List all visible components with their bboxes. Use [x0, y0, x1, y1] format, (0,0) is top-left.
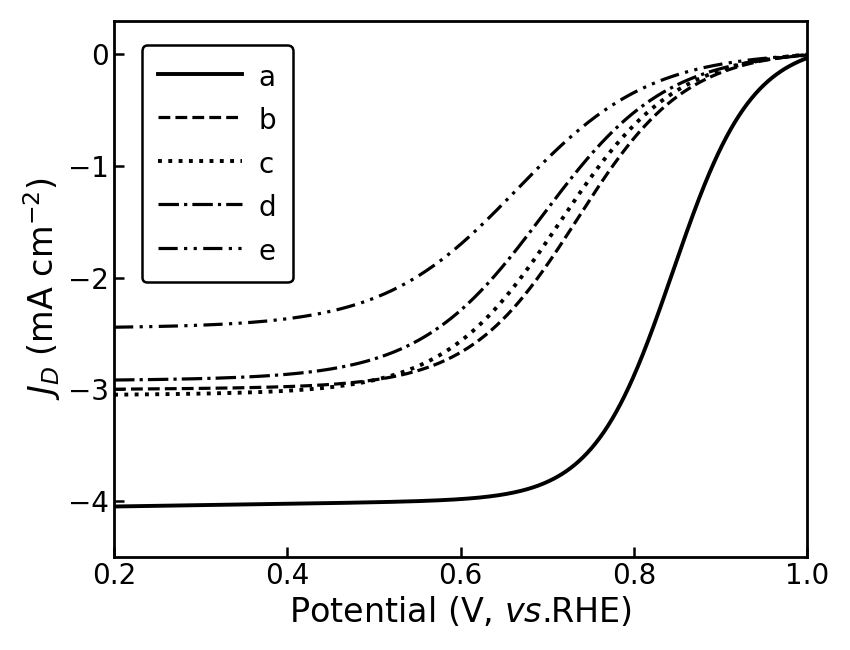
b: [389, 372, 400, 380]
d: [179, 375, 190, 383]
c: [179, 390, 190, 398]
d: [109, 376, 119, 384]
b: [802, 51, 812, 58]
c: [802, 51, 812, 58]
b: [649, 112, 660, 120]
a: [585, 446, 595, 454]
d: [662, 86, 672, 94]
Line: b: b: [114, 55, 807, 389]
e: [649, 79, 660, 87]
e: [414, 272, 424, 280]
a: [649, 320, 660, 328]
d: [585, 152, 595, 160]
d: [414, 336, 424, 344]
Line: a: a: [114, 58, 807, 506]
Line: e: e: [114, 55, 807, 327]
Line: d: d: [114, 55, 807, 380]
a: [109, 502, 119, 510]
b: [179, 385, 190, 393]
b: [414, 367, 424, 374]
c: [389, 371, 400, 379]
c: [585, 175, 595, 183]
d: [389, 348, 400, 356]
d: [649, 94, 660, 101]
a: [662, 285, 672, 292]
b: [109, 385, 119, 393]
e: [585, 117, 595, 125]
b: [662, 101, 672, 109]
a: [179, 502, 190, 510]
a: [414, 497, 424, 505]
c: [109, 391, 119, 398]
b: [585, 196, 595, 203]
Y-axis label: $\mathit{J}_D$ (mA cm$^{-2}$): $\mathit{J}_D$ (mA cm$^{-2}$): [21, 177, 63, 400]
e: [179, 322, 190, 330]
X-axis label: Potential (V, $\mathit{vs}$.RHE): Potential (V, $\mathit{vs}$.RHE): [289, 595, 632, 629]
Line: c: c: [114, 55, 807, 395]
c: [649, 103, 660, 111]
c: [414, 361, 424, 369]
c: [662, 93, 672, 101]
e: [109, 323, 119, 331]
a: [389, 498, 400, 506]
e: [662, 74, 672, 82]
a: [802, 54, 812, 62]
Legend: a, b, c, d, e: a, b, c, d, e: [142, 46, 292, 282]
d: [802, 51, 812, 59]
e: [802, 51, 812, 59]
e: [389, 285, 400, 293]
